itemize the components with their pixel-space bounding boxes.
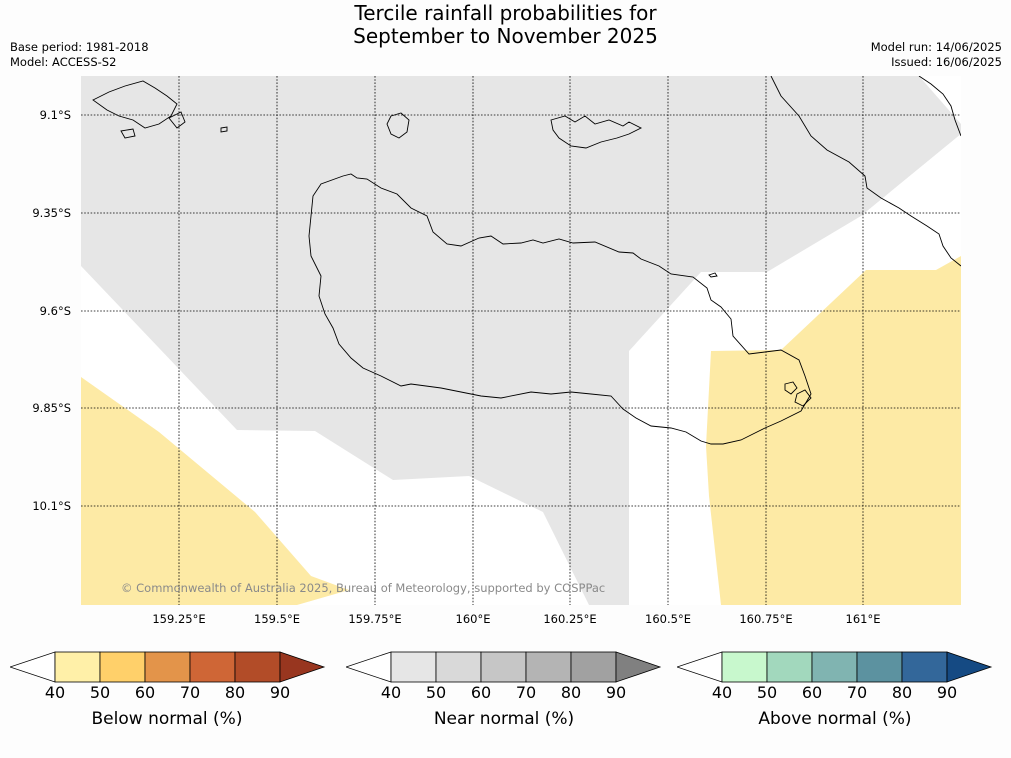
base-period: Base period: 1981-2018 bbox=[10, 40, 149, 54]
lon-label: 159.5°E bbox=[254, 612, 300, 626]
below-normal-label: Below normal (%) bbox=[91, 709, 243, 729]
near-normal-colorbar bbox=[346, 651, 662, 683]
colorbar-segment bbox=[189, 651, 236, 683]
rainfall-map bbox=[81, 76, 961, 605]
above-normal-colorbar bbox=[677, 651, 993, 683]
colorbar-tick-label: 90 bbox=[605, 683, 627, 702]
ne-coast-coastline bbox=[918, 76, 961, 137]
colorbar-tick-label: 70 bbox=[515, 683, 537, 702]
colorbar-segment bbox=[390, 651, 437, 683]
colorbar-extend-low bbox=[346, 651, 392, 683]
colorbar-tick-label: 80 bbox=[560, 683, 582, 702]
colorbar-segment bbox=[721, 651, 768, 683]
lat-label: 10.1°S bbox=[32, 499, 71, 513]
colorbar-segment bbox=[54, 651, 101, 683]
colorbar-tick-label: 50 bbox=[425, 683, 447, 702]
lat-label: 9.85°S bbox=[32, 401, 71, 415]
near-normal-region bbox=[81, 76, 961, 605]
copyright-notice: © Commonwealth of Australia 2025, Bureau… bbox=[121, 581, 606, 595]
near-normal-gap bbox=[711, 134, 961, 351]
above-normal-label: Above normal (%) bbox=[758, 709, 912, 729]
malaita-coastline bbox=[770, 76, 961, 267]
below-normal-colorbar bbox=[10, 651, 326, 683]
colorbar-tick-label: 60 bbox=[134, 683, 156, 702]
colorbar-extend-high bbox=[279, 651, 326, 683]
nw-islands-coastline bbox=[92, 80, 228, 139]
colorbar-segment bbox=[99, 651, 146, 683]
colorbar-tick-label: 70 bbox=[179, 683, 201, 702]
nggela-coastline bbox=[550, 115, 643, 149]
issued-date: Issued: 16/06/2025 bbox=[891, 55, 1002, 69]
lat-label: 9.35°S bbox=[32, 206, 71, 220]
lon-label: 159.75°E bbox=[348, 612, 402, 626]
colorbar-segment bbox=[901, 651, 948, 683]
colorbar-tick-label: 40 bbox=[44, 683, 66, 702]
colorbar-extend-high bbox=[615, 651, 662, 683]
lon-label: 160.75°E bbox=[739, 612, 793, 626]
lon-label: 160°E bbox=[455, 612, 491, 626]
lon-label: 160.5°E bbox=[645, 612, 691, 626]
lon-label: 161°E bbox=[845, 612, 881, 626]
lat-label: 9.1°S bbox=[39, 108, 71, 122]
colorbar-tick-label: 50 bbox=[89, 683, 111, 702]
colorbar-tick-label: 80 bbox=[224, 683, 246, 702]
map-title-line1: Tercile rainfall probabilities for bbox=[354, 1, 657, 25]
colorbar-tick-label: 80 bbox=[891, 683, 913, 702]
colorbar-segment bbox=[525, 651, 572, 683]
colorbar-segment bbox=[856, 651, 903, 683]
colorbar-extend-high bbox=[946, 651, 993, 683]
map-title-line2: September to November 2025 bbox=[353, 24, 658, 48]
coastlines bbox=[92, 76, 961, 445]
colorbar-tick-label: 50 bbox=[756, 683, 778, 702]
colorbar-segment bbox=[435, 651, 482, 683]
colorbar-tick-label: 90 bbox=[269, 683, 291, 702]
colorbar-tick-label: 40 bbox=[380, 683, 402, 702]
colorbar-extend-low bbox=[10, 651, 56, 683]
lat-label: 9.6°S bbox=[39, 304, 71, 318]
russell-islands-coastline bbox=[386, 112, 410, 139]
colorbar-segment bbox=[811, 651, 858, 683]
colorbar-segment bbox=[480, 651, 527, 683]
colorbar-extend-low bbox=[677, 651, 723, 683]
below-normal-region-sw bbox=[81, 377, 349, 605]
lon-label: 160.25°E bbox=[543, 612, 597, 626]
marau-islets-coastline bbox=[784, 381, 812, 407]
model-name: Model: ACCESS-S2 bbox=[10, 55, 117, 69]
colorbar-tick-label: 60 bbox=[470, 683, 492, 702]
guadalcanal-coastline bbox=[308, 173, 812, 445]
graticule bbox=[81, 76, 961, 605]
savo-coastline bbox=[708, 272, 718, 278]
colorbar-tick-label: 40 bbox=[711, 683, 733, 702]
colorbar-segment bbox=[234, 651, 281, 683]
colorbar-tick-label: 60 bbox=[801, 683, 823, 702]
colorbar-segment bbox=[570, 651, 617, 683]
model-run-date: Model run: 14/06/2025 bbox=[870, 40, 1002, 54]
near-normal-label: Near normal (%) bbox=[433, 709, 575, 729]
colorbar-tick-label: 70 bbox=[846, 683, 868, 702]
lon-label: 159.25°E bbox=[152, 612, 206, 626]
below-normal-region-east bbox=[706, 256, 961, 605]
colorbar-segment bbox=[144, 651, 191, 683]
colorbar-segment bbox=[766, 651, 813, 683]
colorbar-tick-label: 90 bbox=[936, 683, 958, 702]
